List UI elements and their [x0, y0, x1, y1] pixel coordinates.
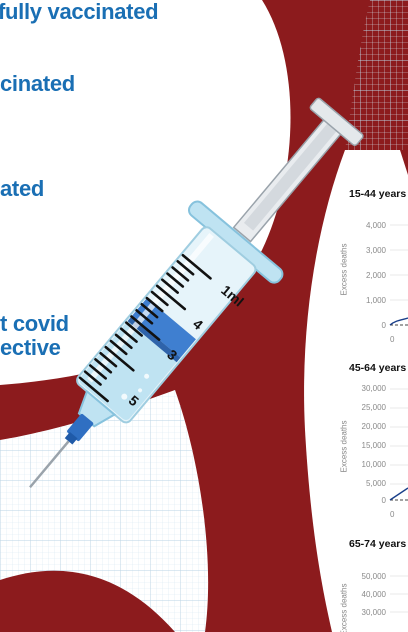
chart-1-ytick: 4,000: [365, 221, 386, 230]
chart-3-ytick: 50,000: [361, 572, 386, 581]
chart-2-ytick: 5,000: [365, 479, 386, 488]
chart-2-ytick: 0: [381, 496, 386, 505]
chart-title-15-44: 15-44 years: [349, 188, 407, 200]
chart-1-plot: [389, 224, 408, 326]
chart-1-ytick: 2,000: [365, 271, 386, 280]
chart-3-ytick: 40,000: [361, 590, 386, 599]
chart-2-ytick: 20,000: [361, 422, 386, 431]
chart-title-45-64: 45-64 years: [349, 362, 407, 374]
chart-1-xtick: 0: [390, 335, 395, 344]
chart-3-ytick: 30,000: [361, 608, 386, 617]
legend-text-5: ective: [0, 335, 61, 360]
chart-title-65-74: 65-74 years: [349, 538, 407, 550]
chart-2-plot: [389, 388, 408, 501]
chart-1-ytick: 1,000: [365, 296, 386, 305]
legend-text-4: t covid: [0, 311, 69, 336]
chart-2-ytick: 15,000: [361, 441, 386, 450]
legend-text-2: cinated: [0, 71, 75, 96]
chart-2-ytick: 25,000: [361, 403, 386, 412]
chart-2-ytick: 30,000: [361, 384, 386, 393]
legend-text-3: ated: [0, 176, 45, 201]
chart-1-ytick: 3,000: [365, 246, 386, 255]
chart-1-ytick: 0: [381, 321, 386, 330]
chart-2-xtick: 0: [390, 510, 395, 519]
chart-3-plot: [390, 575, 408, 613]
legend-text-1: fully vaccinated: [0, 0, 159, 24]
chart-2-ytick: 10,000: [361, 460, 386, 469]
